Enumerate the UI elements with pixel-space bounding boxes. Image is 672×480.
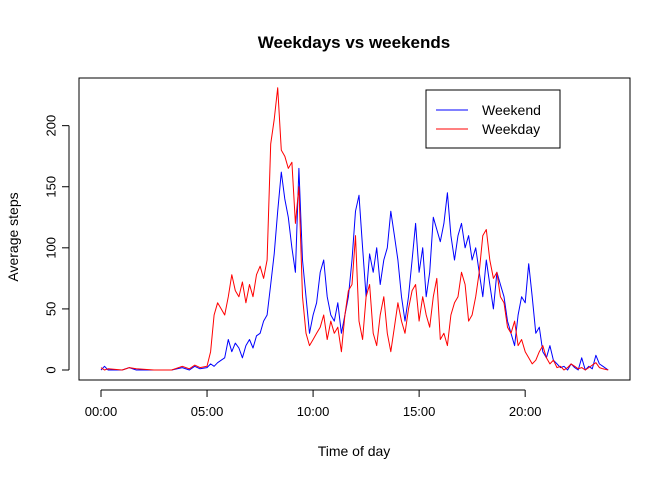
x-tick-label: 20:00 [509,404,542,419]
plot-area-frame [78,77,631,381]
y-tick-label: 0 [43,366,58,373]
y-tick-label: 150 [43,176,58,198]
x-tick-label: 15:00 [403,404,436,419]
chart-title: Weekdays vs weekends [258,33,450,52]
x-tick-label: 10:00 [297,404,330,419]
y-axis-label: Average steps [5,192,21,281]
legend: Weekend Weekday [425,89,561,149]
series-line-weekday [100,87,609,371]
series-line-weekend [100,167,609,371]
x-tick-label: 00:00 [85,404,118,419]
x-axis: 00:00 05:00 10:00 15:00 20:00 [85,389,542,419]
y-tick-label: 100 [43,237,58,259]
legend-box [425,89,561,149]
y-tick-label: 50 [43,302,58,316]
legend-label-weekend: Weekend [482,102,541,118]
x-tick-label: 05:00 [191,404,224,419]
series-layer [100,87,609,371]
x-axis-label: Time of day [318,443,391,459]
y-tick-label: 200 [43,115,58,137]
legend-label-weekday: Weekday [482,121,540,137]
y-axis: 0 50 100 150 200 [43,115,70,374]
